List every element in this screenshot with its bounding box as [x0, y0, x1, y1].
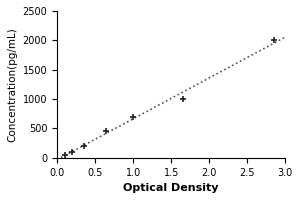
Y-axis label: Concentration(pg/mL): Concentration(pg/mL)	[7, 27, 17, 142]
X-axis label: Optical Density: Optical Density	[124, 183, 219, 193]
